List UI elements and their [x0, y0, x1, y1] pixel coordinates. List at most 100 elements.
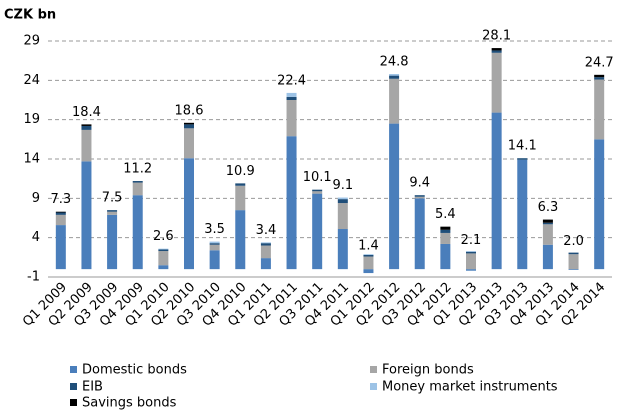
bar-segment	[312, 191, 323, 194]
bar-segment	[363, 254, 374, 257]
bar-segment	[81, 161, 92, 270]
bar-segment	[389, 78, 400, 124]
bar-segment	[235, 185, 246, 211]
bar-segment	[491, 112, 502, 270]
bar-segment	[337, 199, 348, 204]
bar-segment	[414, 195, 425, 197]
total-label: 7.5	[102, 191, 123, 206]
bar-segment	[542, 222, 553, 225]
total-label: 28.1	[482, 29, 511, 44]
total-label: 9.1	[332, 178, 353, 193]
bar-segment	[209, 250, 220, 270]
legend-swatch	[370, 366, 377, 373]
bar-segment	[594, 77, 605, 80]
bar-segment	[184, 128, 194, 159]
total-label: 7.3	[50, 192, 71, 207]
bar-segment	[440, 243, 451, 270]
bar-segment	[363, 254, 374, 255]
bar-segment	[286, 96, 297, 100]
bar-segment	[517, 159, 528, 270]
bar-segment	[414, 198, 425, 270]
bar-segment	[107, 210, 118, 212]
bar-segment	[389, 74, 400, 76]
bar-segment	[209, 244, 220, 251]
y-tick-label: 14	[23, 152, 40, 167]
bar-segment	[389, 75, 400, 79]
y-tick-label: 19	[23, 112, 40, 127]
total-label: 2.0	[563, 234, 584, 249]
legend-label: EIB	[82, 380, 103, 395]
total-label: 2.6	[153, 229, 174, 244]
total-label: 22.4	[277, 73, 306, 88]
bar-segment	[542, 224, 553, 245]
bar-segment	[286, 136, 297, 270]
legend-swatch	[370, 383, 377, 390]
legend-label: Foreign bonds	[382, 363, 474, 378]
total-label: 1.4	[358, 239, 379, 254]
bar-segment	[184, 122, 194, 125]
bar-segment	[158, 248, 169, 250]
bar-segment	[81, 129, 92, 162]
bar-segment	[542, 244, 553, 270]
bar-segment	[363, 269, 374, 274]
bar-segment	[517, 158, 528, 160]
bar-segment	[594, 79, 605, 140]
bar-segment	[132, 195, 143, 270]
total-label: 11.2	[123, 162, 152, 177]
bar-segment	[107, 211, 118, 215]
bar-segment	[235, 210, 246, 270]
bar-segment	[491, 48, 502, 51]
legend-label: Money market instruments	[382, 380, 558, 395]
bar-segment	[55, 225, 66, 270]
bar-segment	[184, 124, 194, 129]
bar-segment	[568, 252, 579, 255]
bar-segment	[132, 182, 143, 196]
bar-segment	[491, 50, 502, 53]
total-label: 10.9	[226, 164, 255, 179]
total-label: 14.1	[508, 139, 537, 154]
bar-segment	[81, 124, 92, 126]
bar-segment	[466, 251, 476, 252]
total-label: 9.4	[409, 176, 430, 191]
y-axis-title: CZK bn	[4, 8, 56, 23]
bar-segment	[440, 229, 451, 233]
y-tick-label: 29	[23, 34, 40, 49]
bar-segment	[440, 232, 451, 244]
bar-segment	[440, 226, 451, 230]
y-tick-label: 24	[23, 73, 40, 88]
bar-segment	[466, 251, 476, 254]
bar-segment	[414, 196, 425, 199]
bar-segment	[55, 212, 66, 215]
bar-segment	[337, 229, 348, 270]
total-label: 6.3	[538, 200, 559, 215]
y-tick-label: 9	[32, 191, 40, 206]
bar-segment	[491, 52, 502, 113]
bar-segment	[260, 258, 271, 270]
bar-segment	[542, 219, 553, 223]
bar-segment	[184, 158, 194, 270]
total-label: 5.4	[435, 207, 456, 222]
bar-segment	[260, 243, 271, 246]
bar-segment	[158, 249, 169, 252]
bar-segment	[337, 197, 348, 200]
bar-segment	[235, 183, 246, 186]
bar-segment	[55, 211, 66, 213]
total-label: 2.1	[461, 233, 482, 248]
bar-segment	[286, 92, 297, 97]
y-tick-label: 4	[32, 230, 40, 245]
bar-segment	[337, 203, 348, 230]
bar-segment	[107, 214, 118, 270]
total-label: 18.6	[175, 103, 204, 118]
total-label: 24.7	[585, 55, 614, 70]
total-label: 3.4	[256, 223, 277, 238]
bar-segment	[209, 243, 220, 245]
bar-segment	[594, 74, 605, 78]
bar-segment	[466, 253, 476, 270]
legend-label: Savings bonds	[82, 396, 177, 411]
bar-segment	[158, 251, 169, 266]
bar-segment	[312, 189, 323, 192]
bar-segment	[312, 193, 323, 270]
bar-segment	[260, 245, 271, 259]
total-label: 3.5	[204, 222, 225, 237]
